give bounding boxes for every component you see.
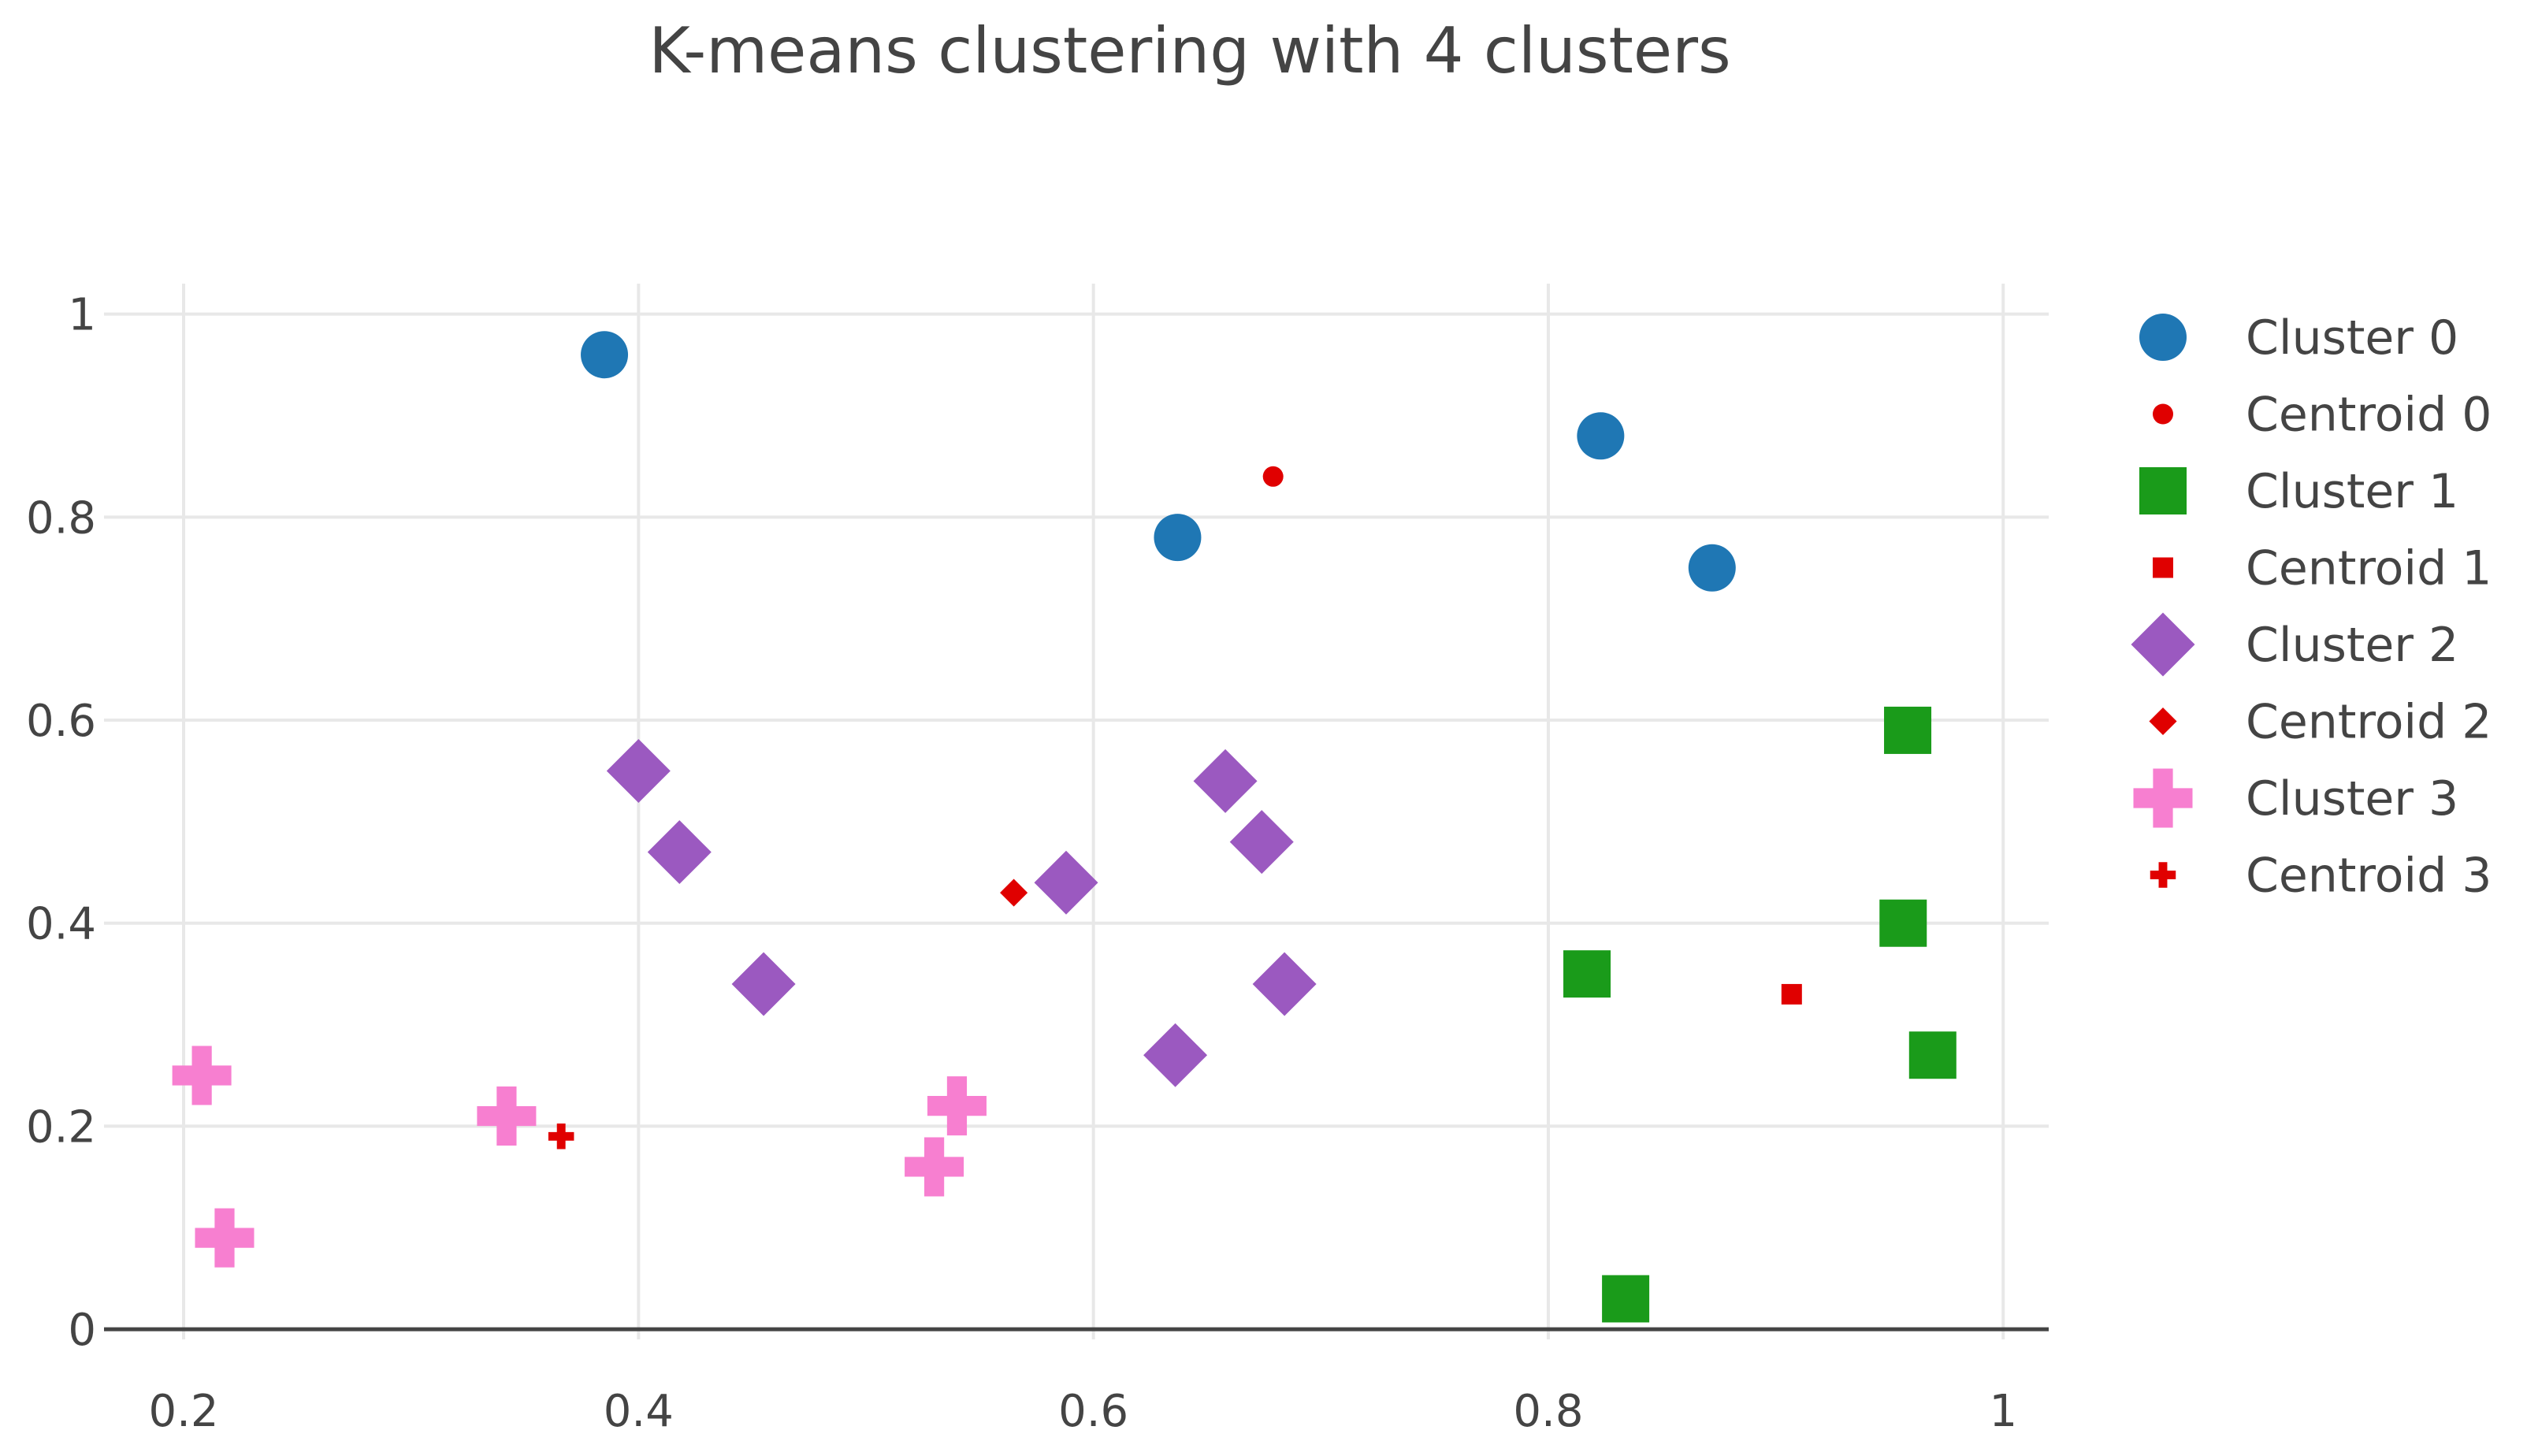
legend-centroid-2-marker xyxy=(2149,707,2177,736)
x-tick-label: 0.6 xyxy=(1058,1386,1128,1437)
cluster-3-point xyxy=(477,1086,537,1146)
axes: 0.2 0.4 0.6 0.8 1 0 0.2 0.4 0.6 0.8 1 xyxy=(26,290,2017,1437)
centroid-2-point xyxy=(1000,878,1028,907)
y-tick-label: 0 xyxy=(68,1305,96,1356)
cluster-2-point xyxy=(1034,850,1098,915)
chart-title: K-means clustering with 4 clusters xyxy=(648,14,1730,87)
grid xyxy=(104,284,2049,1339)
legend-cluster-1-label: Cluster 1 xyxy=(2246,464,2458,519)
cluster-0-point xyxy=(1577,412,1625,460)
cluster-0-point xyxy=(1688,544,1736,592)
y-tick-label: 0.8 xyxy=(26,492,96,544)
data-points xyxy=(172,331,1957,1323)
cluster-3-point xyxy=(905,1137,964,1197)
cluster-3-point xyxy=(927,1076,987,1136)
cluster-1-point xyxy=(1884,706,1932,754)
legend-centroid-2-label: Centroid 2 xyxy=(2246,695,2492,750)
cluster-3-point xyxy=(172,1046,232,1105)
legend-cluster-0-marker xyxy=(2139,314,2187,361)
legend-cluster-3-label: Cluster 3 xyxy=(2246,771,2458,826)
cluster-2-point xyxy=(1143,1023,1208,1087)
legend-cluster-0-label: Cluster 0 xyxy=(2246,310,2458,366)
x-tick-label: 1 xyxy=(1989,1386,2017,1437)
y-tick-label: 0.2 xyxy=(26,1101,96,1153)
cluster-2-point xyxy=(1252,952,1317,1016)
cluster-0-point xyxy=(581,331,629,379)
cluster-1-point xyxy=(1908,1031,1957,1079)
x-tick-label: 0.8 xyxy=(1513,1386,1583,1437)
cluster-2-point xyxy=(1193,748,1258,813)
cluster-1-point xyxy=(1563,950,1611,998)
y-tick-label: 1 xyxy=(68,290,96,341)
cluster-2-point xyxy=(731,952,796,1016)
legend-cluster-2-marker xyxy=(2131,612,2195,677)
legend-cluster-1-marker xyxy=(2139,467,2187,514)
cluster-3-point xyxy=(195,1208,255,1268)
legend-cluster-3-marker xyxy=(2133,768,2193,828)
legend-centroid-0-marker xyxy=(2153,403,2173,425)
cluster-1-point xyxy=(1602,1275,1650,1323)
legend-centroid-0-label: Centroid 0 xyxy=(2246,388,2492,443)
legend-centroid-3-label: Centroid 3 xyxy=(2246,849,2492,904)
centroid-3-point xyxy=(548,1124,574,1150)
x-tick-label: 0.2 xyxy=(148,1386,218,1437)
cluster-0-point xyxy=(1154,514,1202,562)
cluster-2-point xyxy=(1229,810,1294,875)
cluster-2-point xyxy=(647,820,712,885)
legend[interactable]: Cluster 0 Centroid 0 Cluster 1 Centroid 1 Cl… xyxy=(2131,310,2492,904)
x-tick-label: 0.4 xyxy=(604,1386,674,1437)
cluster-1-point xyxy=(1879,899,1927,947)
y-tick-label: 0.6 xyxy=(26,696,96,747)
centroid-0-point xyxy=(1262,466,1284,487)
legend-centroid-1-label: Centroid 1 xyxy=(2246,541,2492,596)
legend-cluster-2-label: Cluster 2 xyxy=(2246,618,2458,673)
centroid-1-point xyxy=(1781,983,1802,1005)
cluster-2-point xyxy=(606,738,671,803)
legend-centroid-3-marker xyxy=(2150,862,2176,888)
legend-centroid-1-marker xyxy=(2153,557,2173,578)
y-tick-label: 0.4 xyxy=(26,899,96,950)
